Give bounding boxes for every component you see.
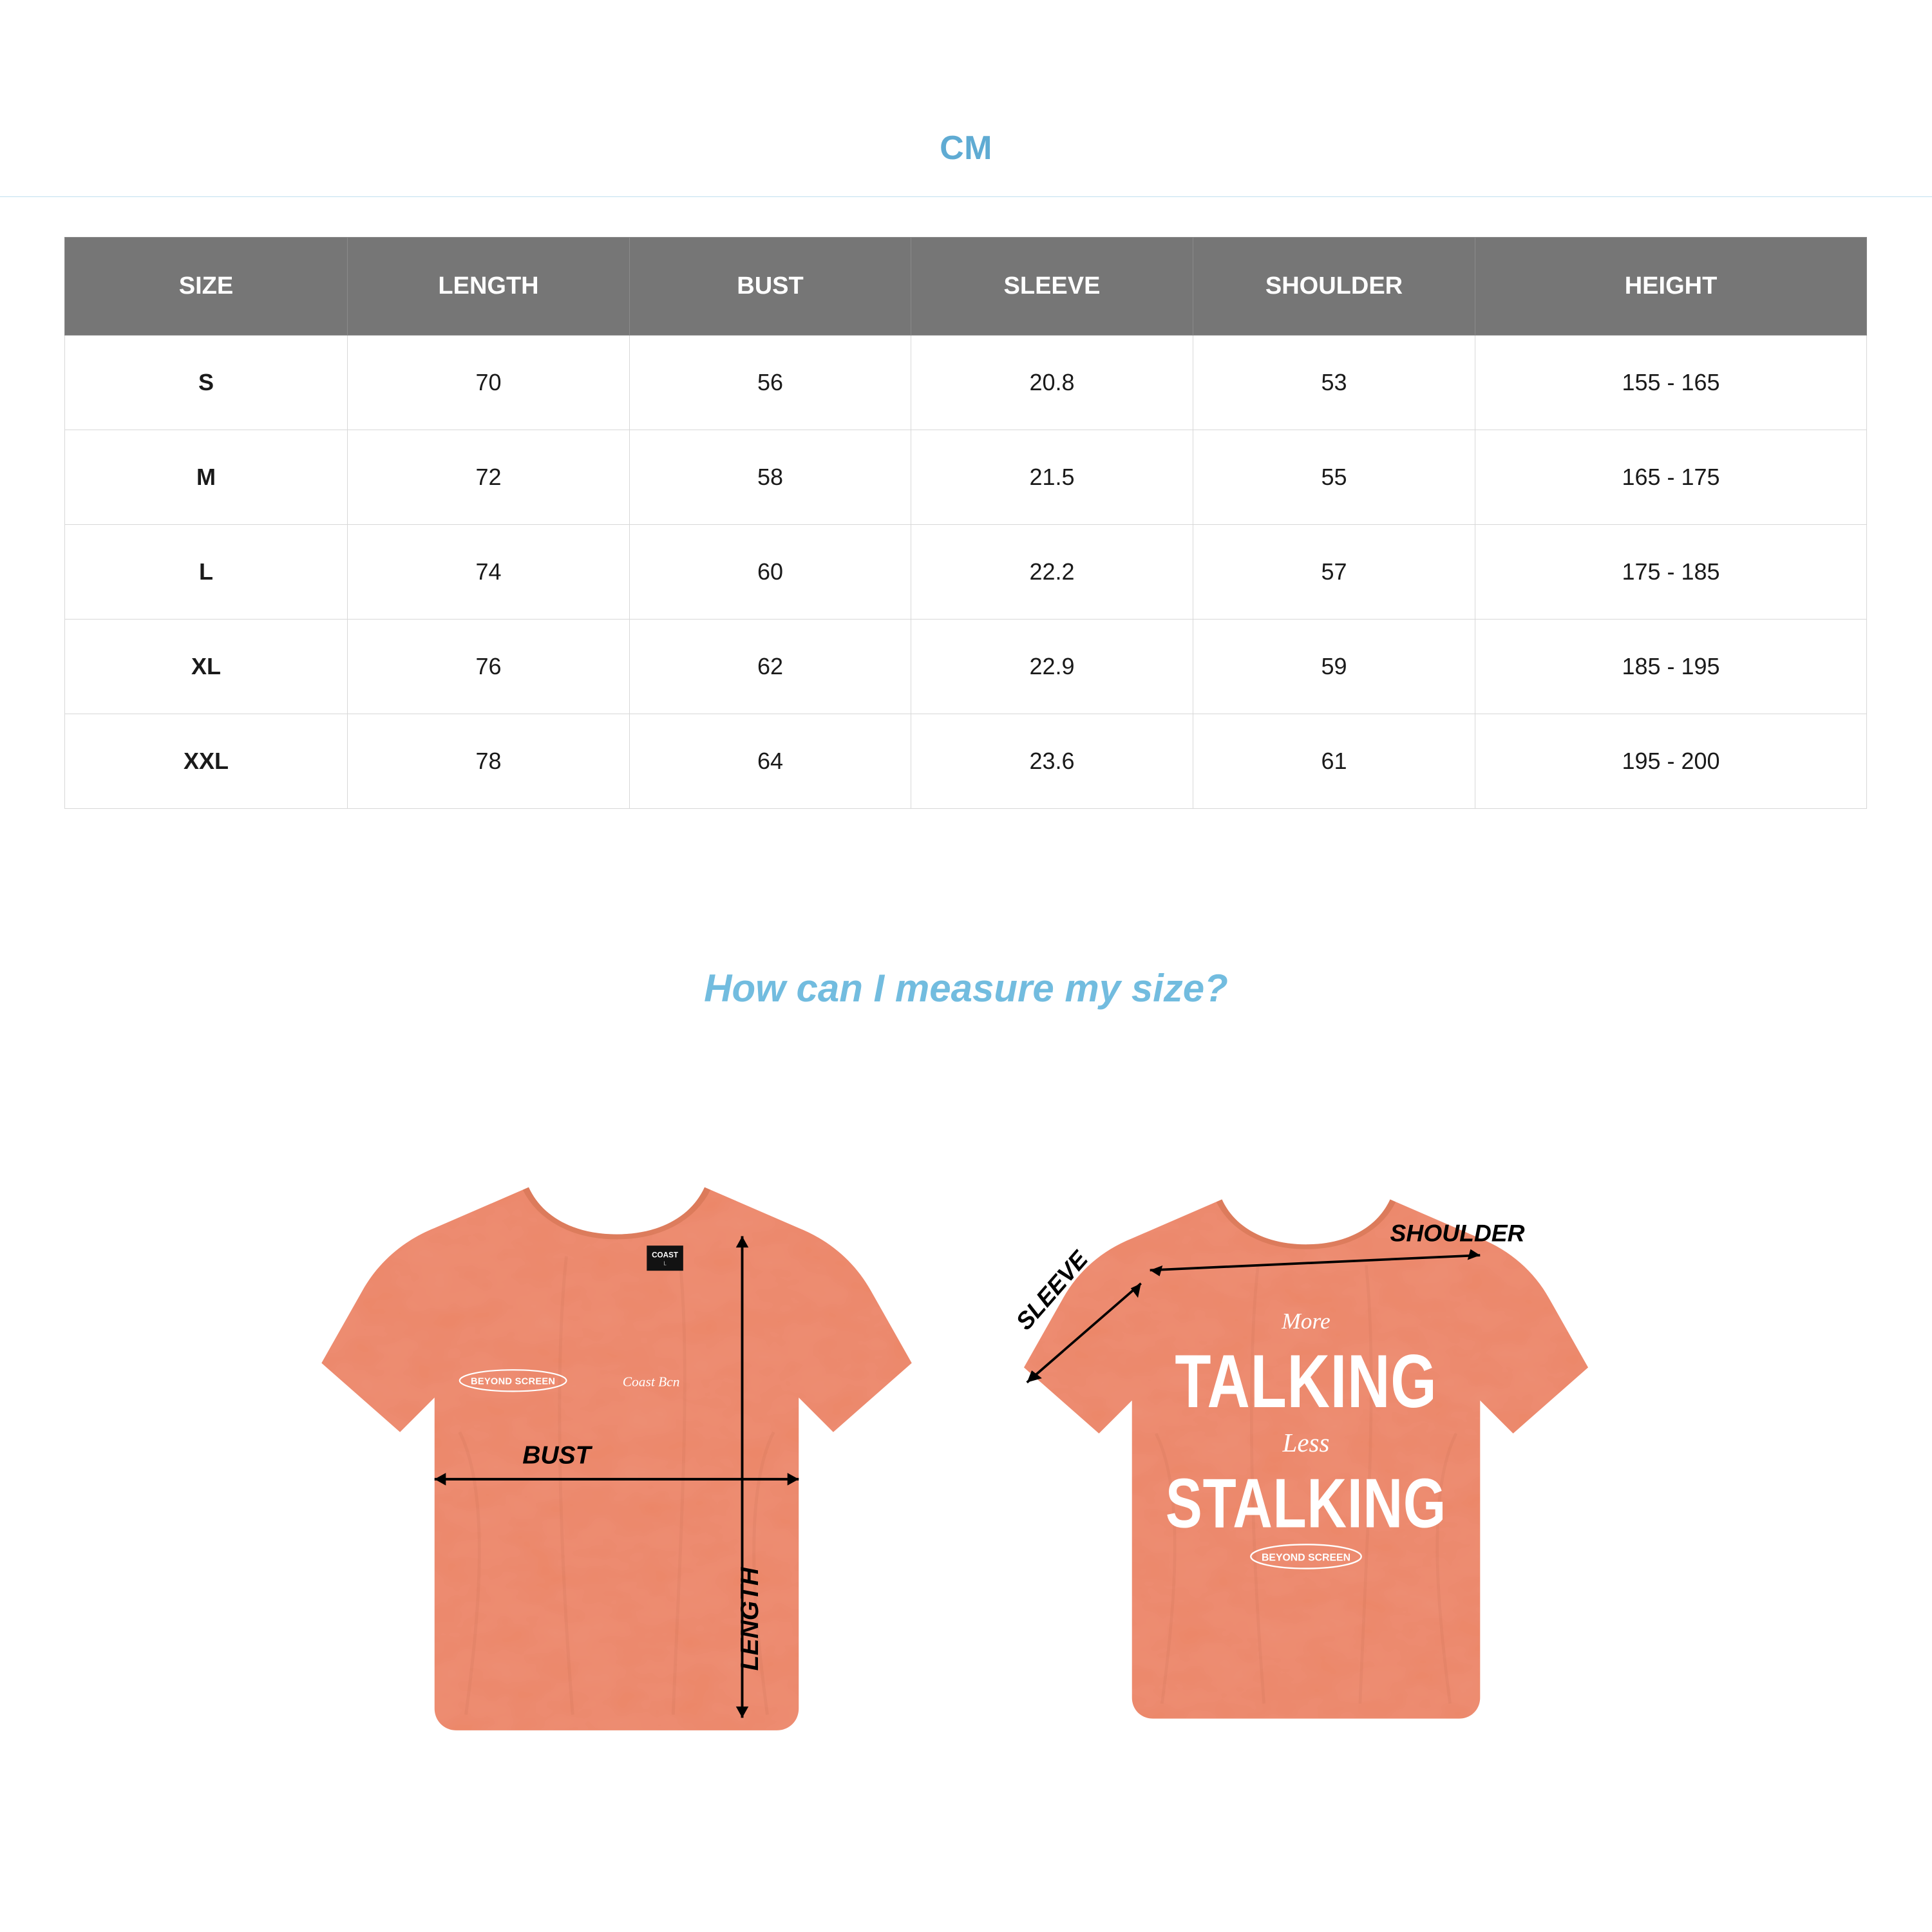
svg-text:COAST: COAST [652,1251,679,1260]
svg-text:LENGTH: LENGTH [736,1567,764,1671]
svg-text:STALKING: STALKING [1166,1464,1446,1542]
svg-text:SHOULDER: SHOULDER [1390,1220,1524,1247]
svg-text:Less: Less [1282,1428,1330,1457]
svg-text:More: More [1281,1308,1330,1334]
svg-text:BUST: BUST [522,1442,592,1470]
svg-text:BEYOND SCREEN: BEYOND SCREEN [1262,1552,1350,1563]
svg-text:Coast Bcn: Coast Bcn [623,1374,680,1390]
svg-text:L: L [663,1260,667,1266]
svg-text:TALKING: TALKING [1175,1340,1437,1423]
svg-text:BEYOND SCREEN: BEYOND SCREEN [471,1377,555,1387]
